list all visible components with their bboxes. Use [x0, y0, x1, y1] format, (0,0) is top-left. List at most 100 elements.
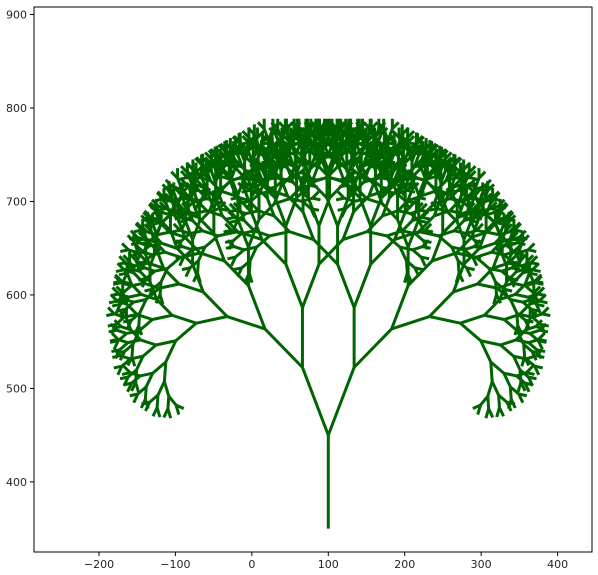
- tree-branch-segment: [359, 163, 368, 177]
- tree-branch-segment: [412, 155, 420, 168]
- tree-branch-segment: [130, 381, 137, 392]
- tree-branch-segment: [142, 211, 151, 220]
- x-tick-label: −200: [84, 558, 114, 571]
- tree-branch-segment: [534, 303, 542, 314]
- tree-branch-segment: [511, 272, 524, 285]
- tree-branch-segment: [342, 230, 368, 241]
- tree-branch-segment: [318, 166, 331, 179]
- tree-branch-segment: [173, 239, 182, 244]
- tree-branch-segment: [154, 293, 162, 304]
- tree-branch-segment: [233, 266, 243, 272]
- tree-branch-segment: [318, 155, 329, 175]
- tree-branch-segment: [386, 229, 403, 238]
- tree-branch-segment: [448, 187, 461, 200]
- tree-branch-segment: [143, 209, 152, 219]
- tree-branch-segment: [401, 166, 414, 179]
- tree-branch-segment: [129, 229, 139, 239]
- tree-branch-segment: [123, 297, 134, 304]
- tree-branch-segment: [316, 175, 330, 182]
- tree-branch-segment: [480, 339, 501, 347]
- tree-branch-segment: [269, 167, 282, 180]
- tree-branch-segment: [302, 156, 311, 165]
- tree-branch-segment: [139, 270, 152, 283]
- tree-branch-segment: [289, 142, 297, 156]
- tree-branch-segment: [174, 322, 198, 342]
- tree-branch-segment: [269, 156, 278, 165]
- tree-branch-segment: [528, 292, 536, 305]
- tree-branch-segment: [229, 219, 238, 224]
- tree-branch-segment: [490, 380, 500, 396]
- tree-branch-segment: [255, 234, 271, 249]
- tree-branch-segment: [136, 385, 148, 396]
- tree-branch-segment: [509, 298, 519, 314]
- tree-branch-segment: [430, 232, 445, 262]
- tree-branch-segment: [242, 199, 252, 205]
- tree-branch-segment: [166, 396, 171, 409]
- tree-branch-segment: [344, 200, 356, 210]
- tree-branch-segment: [463, 172, 471, 185]
- tree-branch-segment: [535, 354, 545, 359]
- tree-branch-segment: [242, 182, 251, 192]
- tree-branch-segment: [518, 303, 531, 316]
- tree-branch-segment: [508, 228, 516, 241]
- tree-branch-segment: [206, 197, 223, 206]
- tree-branch-segment: [177, 219, 187, 224]
- tree-branch-segment: [514, 328, 527, 341]
- tree-branch-segment: [529, 310, 538, 320]
- tree-branch-segment: [207, 189, 221, 196]
- tree-branch-segment: [450, 171, 462, 178]
- tree-branch-segment: [353, 327, 393, 369]
- tree-branch-segment: [151, 360, 167, 375]
- tree-branch-segment: [170, 210, 184, 217]
- tree-branch-segment: [417, 214, 436, 233]
- tree-branch-segment: [252, 133, 261, 147]
- tree-branch-segment: [142, 250, 153, 257]
- tree-branch-segment: [398, 246, 408, 262]
- tree-branch-segment: [495, 407, 501, 418]
- tree-branch-segment: [399, 245, 413, 252]
- tree-branch-segment: [183, 208, 195, 215]
- tree-branch-segment: [533, 365, 541, 376]
- tree-branch-segment: [184, 212, 196, 222]
- tree-branch-segment: [523, 382, 531, 393]
- tree-branch-segment: [214, 197, 224, 217]
- tree-branch-segment: [139, 224, 148, 233]
- tree-branch-segment: [327, 153, 340, 166]
- tree-branch-segment: [339, 177, 349, 187]
- tree-branch-segment: [503, 371, 517, 378]
- tree-branch-segment: [312, 238, 339, 266]
- tree-branch-segment: [341, 211, 355, 241]
- tree-branch-segment: [363, 144, 376, 157]
- tree-branch-segment: [390, 284, 410, 330]
- tree-branch-segment: [145, 270, 156, 280]
- tree-branch-segment: [156, 230, 170, 237]
- tree-branch-segment: [118, 341, 129, 351]
- tree-branch-segment: [126, 356, 134, 367]
- tree-branch-segment: [294, 141, 302, 155]
- tree-branch-segment: [527, 341, 538, 351]
- tree-branch-segment: [428, 290, 455, 318]
- tree-branch-segment: [325, 197, 339, 227]
- tree-branch-segment: [307, 178, 318, 189]
- tree-branch-segment: [139, 371, 153, 378]
- tree-branch-segment: [517, 393, 525, 404]
- tree-branch-segment: [144, 372, 155, 388]
- tree-branch-segment: [245, 209, 259, 215]
- tree-branch-segment: [310, 143, 320, 153]
- tree-branch-segment: [476, 267, 495, 286]
- tree-branch-segment: [175, 255, 185, 261]
- tree-branch-segment: [451, 263, 466, 293]
- tree-branch-segment: [313, 155, 321, 168]
- tree-branch-segment: [326, 366, 356, 436]
- tree-branch-segment: [222, 178, 233, 189]
- tree-branch-segment: [525, 254, 535, 263]
- tree-branch-segment: [430, 143, 440, 153]
- tree-branch-segment: [486, 381, 494, 397]
- tree-branch-segment: [408, 170, 418, 179]
- tree-branch-segment: [250, 192, 261, 203]
- tree-branch-segment: [189, 259, 200, 270]
- tree-branch-segment: [133, 298, 147, 304]
- tree-branch-segment: [227, 255, 236, 261]
- plot-frame: [33, 6, 593, 553]
- tree-branch-segment: [190, 182, 200, 192]
